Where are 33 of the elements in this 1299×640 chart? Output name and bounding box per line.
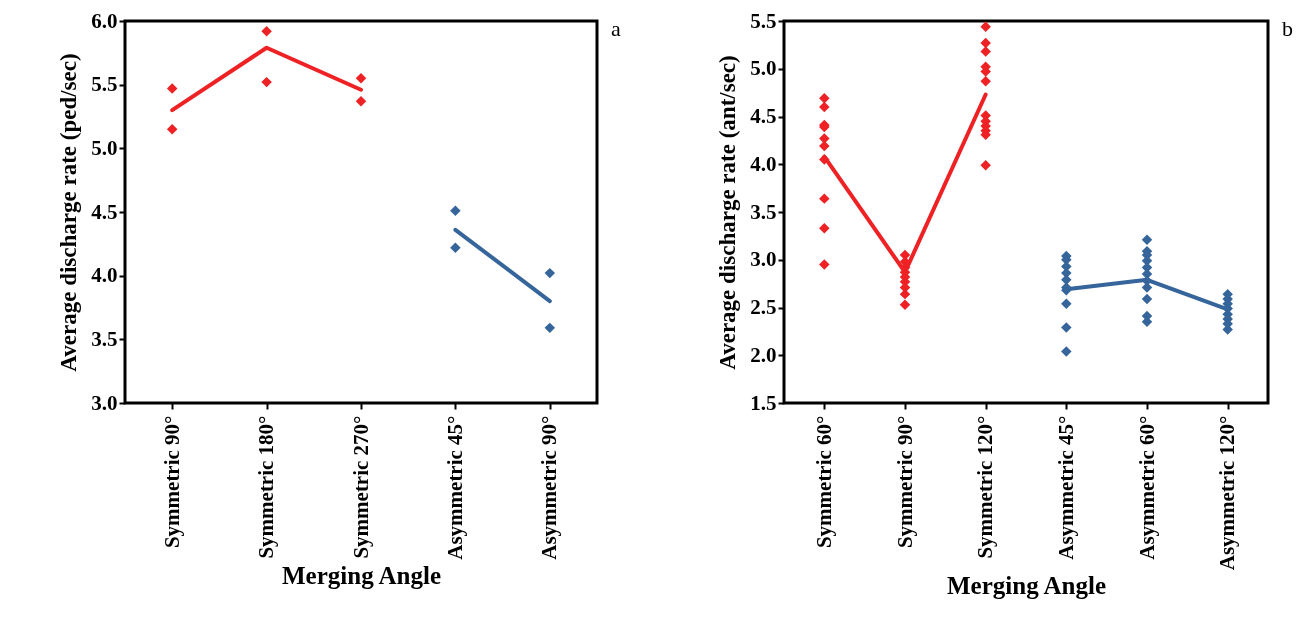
- x-tick-label: Symmetric 60°: [811, 415, 836, 549]
- x-tick-label: Symmetric 120°: [973, 415, 998, 559]
- text: a: [611, 16, 621, 41]
- y-tick-label: 3.0: [91, 390, 118, 415]
- text: b: [1282, 16, 1293, 41]
- y-tick-label: 2.0: [750, 342, 777, 367]
- y-tick-label: 3.5: [91, 326, 118, 351]
- y-tick-label: 5.5: [91, 72, 118, 97]
- y-tick-label: 5.0: [750, 56, 777, 81]
- y-axis-title: Average discharge rate (ped/sec): [56, 53, 82, 372]
- x-tick-label: Asymmetric 45°: [1053, 415, 1078, 560]
- y-tick-label: 5.5: [750, 8, 777, 33]
- x-axis-title: Merging Angle: [281, 561, 442, 589]
- y-tick-label: 1.5: [750, 390, 777, 415]
- y-tick-label: 4.0: [750, 151, 777, 176]
- y-tick-label: 6.0: [91, 8, 118, 33]
- x-tick-label: Symmetric 270°: [348, 415, 373, 559]
- y-tick-label: 4.0: [91, 263, 118, 288]
- x-tick-label: Asymmetric 60°: [1134, 415, 1159, 560]
- x-tick-label: Asymmetric 90°: [537, 415, 562, 560]
- y-tick-label: 4.5: [91, 199, 118, 224]
- x-axis-title: Merging Angle: [946, 572, 1107, 600]
- y-tick-label: 2.5: [750, 295, 777, 319]
- x-tick-label: Symmetric 90°: [892, 415, 917, 549]
- y-tick-label: 3.0: [750, 247, 777, 272]
- x-tick-label: Symmetric 180°: [254, 415, 279, 559]
- x-tick-label: Symmetric 90°: [159, 415, 184, 549]
- y-tick-label: 4.5: [750, 104, 777, 128]
- x-tick-label: Asymmetric 45°: [442, 415, 467, 560]
- y-axis-title: Average discharge rate (ant/sec): [715, 55, 741, 370]
- x-tick-label: Asymmetric 120°: [1215, 415, 1240, 571]
- y-tick-label: 5.0: [91, 135, 118, 160]
- y-tick-label: 3.5: [750, 199, 777, 224]
